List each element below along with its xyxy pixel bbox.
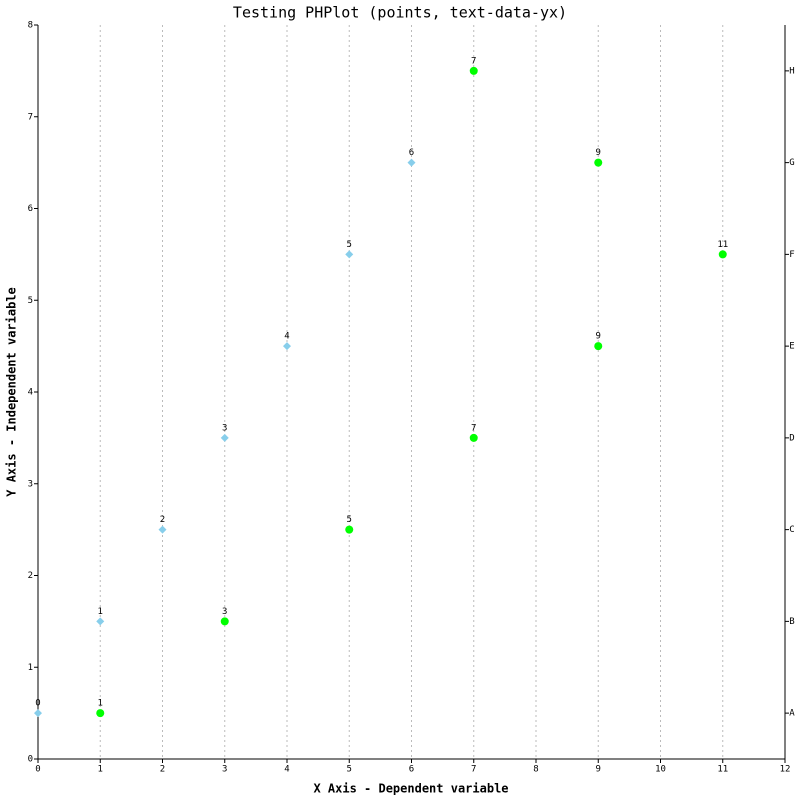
y-category-label: F (789, 250, 794, 260)
data-label: 6 (409, 148, 414, 158)
point (283, 342, 291, 351)
data-label: 3 (222, 423, 227, 433)
y-tick-label: 8 (28, 21, 33, 31)
y-category-label: B (789, 617, 794, 627)
data-label: 1 (98, 699, 103, 709)
point (96, 617, 105, 626)
point (345, 250, 354, 259)
data-label: 9 (596, 332, 601, 342)
point (718, 250, 727, 259)
y-category-label: D (789, 433, 794, 443)
data-label: 7 (471, 423, 476, 433)
x-tick-label: 7 (471, 765, 476, 775)
point (345, 525, 354, 534)
point (407, 158, 416, 167)
data-label: 5 (347, 515, 352, 525)
y-category-label: H (789, 66, 794, 76)
x-tick-label: 2 (160, 765, 165, 775)
x-tick-label: 8 (533, 765, 538, 775)
point (158, 525, 167, 534)
x-tick-label: 9 (596, 765, 601, 775)
point (469, 66, 478, 75)
data-label: 2 (160, 515, 165, 525)
y-category-label: C (789, 525, 794, 535)
point (469, 433, 478, 442)
y-tick-label: 7 (28, 112, 33, 122)
data-label: 0 (35, 699, 40, 709)
x-tick-label: 12 (780, 765, 791, 775)
y-category-label: G (789, 158, 794, 168)
x-tick-label: 3 (222, 765, 227, 775)
point (34, 709, 42, 718)
y-tick-label: 6 (28, 204, 33, 214)
point (594, 342, 603, 351)
data-label: 1 (98, 607, 103, 617)
x-tick-label: 1 (98, 765, 103, 775)
y-tick-label: 2 (28, 571, 33, 581)
x-axis-title: X Axis - Dependent variable (313, 782, 508, 796)
y-tick-label: 5 (28, 296, 33, 306)
data-label: 9 (596, 148, 601, 158)
point (594, 158, 603, 167)
point (96, 709, 105, 718)
point (220, 617, 229, 626)
x-tick-label: 10 (655, 765, 666, 775)
y-tick-label: 0 (28, 755, 33, 765)
chart-title: Testing PHPlot (points, text-data-yx) (233, 4, 567, 22)
y-tick-label: 3 (28, 479, 33, 489)
x-tick-label: 4 (284, 765, 289, 775)
point (220, 433, 229, 442)
x-tick-label: 11 (717, 765, 728, 775)
y-category-label: A (789, 709, 795, 719)
y-tick-label: 1 (28, 663, 33, 673)
y-axis-title: Y Axis - Independent variable (5, 287, 19, 497)
data-label: 11 (717, 240, 728, 250)
y-tick-label: 4 (28, 388, 33, 398)
data-label: 4 (284, 332, 289, 342)
data-label: 7 (471, 56, 476, 66)
x-tick-label: 6 (409, 765, 414, 775)
x-tick-label: 5 (347, 765, 352, 775)
x-tick-label: 0 (35, 765, 40, 775)
y-category-label: E (789, 342, 794, 352)
data-label: 3 (222, 607, 227, 617)
data-label: 5 (347, 240, 352, 250)
